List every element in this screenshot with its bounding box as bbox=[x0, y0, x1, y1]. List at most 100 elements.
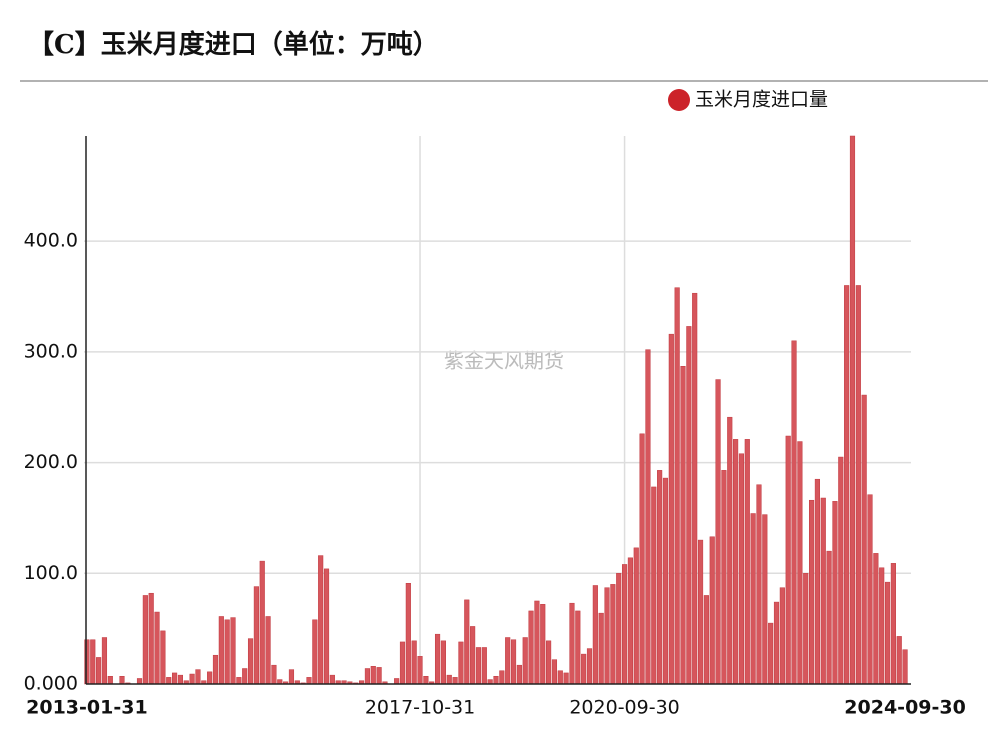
bar bbox=[493, 676, 499, 685]
bar bbox=[160, 630, 166, 685]
legend-label: 玉米月度进口量 bbox=[695, 89, 828, 111]
bar bbox=[657, 470, 663, 685]
bar bbox=[890, 563, 896, 685]
bar bbox=[826, 550, 832, 685]
bar bbox=[896, 636, 902, 685]
bar bbox=[312, 619, 318, 685]
bar bbox=[727, 416, 733, 685]
bar bbox=[779, 587, 785, 685]
bar bbox=[651, 486, 657, 685]
bar bbox=[323, 568, 330, 685]
bar bbox=[440, 640, 446, 685]
bar bbox=[166, 677, 172, 685]
bar bbox=[709, 536, 715, 685]
bar bbox=[306, 677, 312, 685]
bar bbox=[195, 669, 201, 685]
bar bbox=[534, 600, 540, 685]
y-tick-label: 0.000 bbox=[24, 673, 78, 695]
bar bbox=[236, 677, 242, 685]
bar bbox=[884, 581, 891, 685]
bar bbox=[855, 285, 861, 685]
bar bbox=[148, 592, 154, 685]
bar bbox=[405, 583, 411, 685]
bar bbox=[809, 499, 815, 685]
bar bbox=[733, 439, 739, 685]
bar bbox=[464, 599, 470, 685]
bar bbox=[218, 616, 224, 685]
bar bbox=[142, 595, 148, 685]
bar bbox=[96, 657, 102, 685]
bar bbox=[791, 340, 797, 685]
bar bbox=[633, 547, 639, 685]
bar bbox=[271, 664, 277, 685]
x-tick-label: 2013-01-31 bbox=[26, 697, 148, 719]
x-tick-label: 2020-09-30 bbox=[569, 697, 679, 719]
bar bbox=[470, 626, 476, 685]
bar bbox=[417, 656, 423, 685]
bar bbox=[177, 674, 183, 685]
bar bbox=[820, 497, 826, 685]
bar bbox=[394, 678, 400, 685]
bar bbox=[481, 647, 487, 685]
bar bbox=[329, 674, 335, 685]
bar bbox=[844, 285, 850, 685]
bar bbox=[505, 637, 511, 685]
bar bbox=[253, 586, 259, 685]
bar bbox=[423, 676, 429, 685]
bar bbox=[692, 292, 698, 685]
bar bbox=[738, 453, 745, 685]
bar bbox=[376, 667, 382, 685]
bar bbox=[604, 587, 610, 685]
bar bbox=[768, 622, 774, 685]
bar bbox=[797, 441, 803, 685]
y-tick-label: 300.0 bbox=[24, 340, 78, 362]
y-tick-label: 100.0 bbox=[24, 562, 78, 584]
bar bbox=[803, 573, 809, 685]
bar bbox=[546, 640, 552, 685]
bar bbox=[686, 326, 692, 685]
bar bbox=[224, 619, 230, 685]
bar bbox=[674, 287, 680, 685]
bar bbox=[592, 585, 598, 685]
legend-marker bbox=[668, 89, 690, 111]
bar bbox=[627, 557, 633, 685]
bar bbox=[242, 668, 248, 685]
bar bbox=[265, 616, 271, 685]
bar bbox=[551, 659, 558, 685]
bar bbox=[621, 564, 628, 685]
bar bbox=[581, 653, 587, 685]
bar bbox=[645, 349, 651, 685]
bar bbox=[540, 604, 546, 685]
bar bbox=[172, 672, 178, 685]
bar bbox=[750, 513, 756, 685]
bar bbox=[499, 670, 505, 685]
bar bbox=[288, 669, 295, 685]
bar bbox=[247, 638, 254, 685]
bar bbox=[563, 672, 569, 685]
bar bbox=[569, 602, 575, 685]
bar bbox=[364, 668, 371, 685]
bar bbox=[136, 678, 143, 685]
bar bbox=[522, 637, 528, 685]
bar bbox=[639, 433, 645, 685]
x-tick-label: 2017-10-31 bbox=[365, 697, 475, 719]
bar bbox=[756, 484, 762, 685]
bar bbox=[902, 649, 908, 685]
bar bbox=[721, 470, 727, 685]
bar bbox=[697, 539, 704, 685]
bar bbox=[586, 648, 593, 685]
bar bbox=[873, 553, 879, 685]
bar bbox=[411, 640, 417, 685]
bar bbox=[849, 135, 856, 685]
bar bbox=[516, 664, 522, 685]
bar bbox=[259, 560, 265, 685]
bar bbox=[230, 617, 236, 685]
bar bbox=[575, 610, 581, 685]
bar bbox=[879, 567, 885, 685]
y-tick-label: 400.0 bbox=[24, 230, 78, 252]
bar bbox=[458, 641, 464, 685]
bar bbox=[107, 676, 113, 685]
bar bbox=[154, 611, 160, 685]
bar bbox=[119, 676, 125, 685]
